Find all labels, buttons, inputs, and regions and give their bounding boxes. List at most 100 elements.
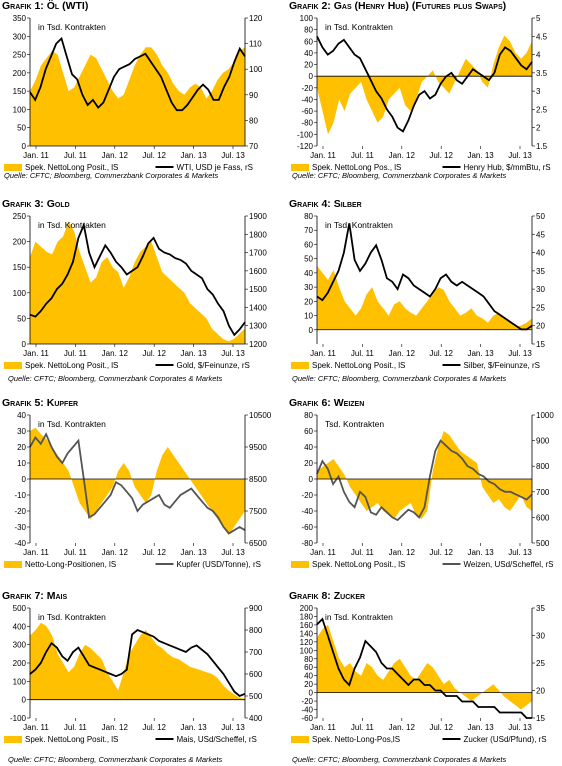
line-series-price — [316, 439, 533, 522]
y-tick-label-right: 800 — [536, 462, 550, 471]
chart-panel-5: Grafik 5: Kupfer -40 -30 -20 -10 0 10 20 30 40 65… — [0, 397, 275, 587]
legend-label-area: Spek. NettoLong Posit., lS — [312, 560, 405, 569]
legend-label-line: Henry Hub, $/mmBtu, rS — [464, 163, 551, 172]
y-tick-label-left: -60 — [301, 523, 313, 532]
y-tick-label-left: -20 — [301, 84, 313, 93]
x-tick-label: Jul. 12 — [142, 723, 166, 732]
chart-3-svg: 0 50 100 150 200 250 1200 1300 1400 1500 1600 1700 1… — [4, 212, 267, 370]
y-tick-label-right: 700 — [249, 648, 263, 657]
legend-label-area: Spek. Netto-Long-Pos,lS — [312, 735, 400, 744]
y-tick-label-left: 60 — [304, 663, 313, 672]
legend-label-area: Spek. NettoLong Posit., lS — [25, 361, 118, 370]
x-tick-label: Jan. 13 — [180, 151, 207, 160]
legend-label-line: Silber, $/Feinunze, rS — [464, 361, 540, 370]
y-tick-label-right: 30 — [536, 285, 545, 294]
x-tick-label: Jan. 13 — [467, 548, 494, 557]
y-tick-label-left: 200 — [13, 69, 27, 78]
legend-label-area: Spek. NettoLong Pos., lS — [312, 163, 401, 172]
y-tick-label-right: 6500 — [249, 539, 267, 548]
y-tick-label-left: 0 — [309, 689, 314, 698]
x-tick-label: Jan. 11 — [310, 548, 336, 557]
x-tick-label: Jan. 11 — [310, 349, 336, 358]
x-tick-label: Jan. 12 — [102, 548, 129, 557]
legend-label-area: Spek. NettoLong Posit., lS — [312, 361, 405, 370]
y-tick-label-right: 25 — [536, 659, 545, 668]
unit-label: in Tsd. Kontrakten — [38, 220, 106, 230]
legend-swatch-area — [291, 561, 309, 568]
x-tick-label: Jul. 11 — [64, 723, 88, 732]
x-tick-label: Jul. 13 — [221, 548, 245, 557]
x-tick-label: Jan. 13 — [467, 151, 494, 160]
chart-2-svg: -120 -100 -80 -60 -40 -20 0 20 40 60 80 100 1.5 2 2.5 3… — [291, 14, 551, 172]
unit-label: in Tsd. Kontrakten — [325, 22, 393, 32]
y-tick-label-right: 2.5 — [536, 105, 548, 114]
chart-title: Grafik 5: Kupfer — [2, 397, 79, 409]
area-series-netlong — [317, 265, 532, 330]
chart-title: Grafik 8: Zucker — [289, 590, 366, 602]
y-tick-label-right: 400 — [249, 714, 263, 723]
line-series-price — [29, 36, 246, 112]
y-tick-label-right: 1000 — [536, 411, 554, 420]
unit-label: in Tsd. Kontrakten — [325, 612, 393, 622]
y-tick-label-left: 40 — [304, 443, 313, 452]
y-tick-label-left: 40 — [17, 411, 26, 420]
y-tick-label-right: 7500 — [249, 507, 267, 516]
y-tick-label-left: -30 — [14, 523, 26, 532]
chart-title: Grafik 2: Gas (Henry Hub) (Futures plus … — [289, 0, 507, 12]
y-tick-label-right: 1400 — [249, 303, 267, 312]
unit-label: Tsd. Kontrakten — [325, 419, 384, 429]
x-tick-label: Jul. 11 — [351, 151, 375, 160]
y-tick-label-left: 50 — [17, 314, 26, 323]
y-tick-label-left: 40 — [304, 49, 313, 58]
y-tick-label-left: 0 — [309, 475, 314, 484]
chart-source-4: Quelle: CFTC; Bloomberg, Commerzbank Cor… — [292, 374, 507, 383]
y-tick-label-left: 60 — [304, 240, 313, 249]
unit-label: in Tsd. Kontrakten — [325, 220, 393, 230]
x-tick-label: Jul. 12 — [429, 548, 453, 557]
x-tick-label: Jul. 13 — [221, 723, 245, 732]
legend-swatch-area — [4, 362, 22, 369]
y-tick-label-right: 500 — [536, 539, 550, 548]
chart-panel-8: Grafik 8: Zucker -60 -40 -20 0 20 40 60 80 100 12… — [287, 590, 562, 766]
x-tick-label: Jan. 11 — [23, 548, 49, 557]
y-tick-label-left: -40 — [301, 95, 313, 104]
y-tick-label-left: 160 — [300, 621, 314, 630]
y-tick-label-right: 35 — [536, 267, 545, 276]
x-tick-label: Jan. 12 — [389, 349, 416, 358]
unit-label: in Tsd. Kontrakten — [38, 419, 106, 429]
x-tick-label: Jan. 12 — [389, 723, 416, 732]
y-tick-label-right: 2 — [536, 124, 541, 133]
y-tick-label-right: 1200 — [249, 340, 267, 349]
y-tick-label-left: 0 — [22, 475, 27, 484]
line-series-price — [316, 617, 532, 719]
y-tick-label-right: 1500 — [249, 285, 267, 294]
chart-5-svg: -40 -30 -20 -10 0 10 20 30 40 6500 7500 8500 9500 105… — [4, 411, 272, 569]
line-series-price — [29, 432, 246, 535]
x-tick-label: Jan. 11 — [23, 723, 49, 732]
y-tick-label-right: 900 — [536, 437, 550, 446]
legend-swatch-area — [4, 561, 22, 568]
line-series-price — [29, 628, 246, 698]
y-tick-label-right: 1300 — [249, 322, 267, 331]
chart-title: Grafik 6: Weizen — [289, 397, 365, 409]
area-series-netlong — [30, 622, 245, 700]
legend-label-line: WTI, USD je Fass, rS — [177, 163, 253, 172]
y-tick-label-right: 1700 — [249, 249, 267, 258]
area-series-netlong — [317, 624, 532, 710]
y-tick-label-right: 1600 — [249, 267, 267, 276]
x-tick-label: Jul. 11 — [351, 723, 375, 732]
y-tick-label-left: -80 — [301, 119, 313, 128]
y-tick-label-left: 150 — [13, 87, 27, 96]
y-tick-label-right: 600 — [536, 513, 550, 522]
y-tick-label-right: 800 — [249, 626, 263, 635]
x-tick-label: Jan. 12 — [102, 723, 129, 732]
x-tick-label: Jul. 11 — [64, 349, 88, 358]
x-tick-label: Jan. 13 — [467, 349, 494, 358]
y-tick-label-left: 0 — [22, 142, 27, 151]
y-tick-label-right: 15 — [536, 340, 545, 349]
unit-label: in Tsd. Kontrakten — [38, 612, 106, 622]
y-tick-label-right: 500 — [249, 692, 263, 701]
y-tick-label-left: -10 — [14, 491, 26, 500]
x-tick-label: Jul. 13 — [508, 723, 532, 732]
x-tick-label: Jul. 12 — [142, 548, 166, 557]
